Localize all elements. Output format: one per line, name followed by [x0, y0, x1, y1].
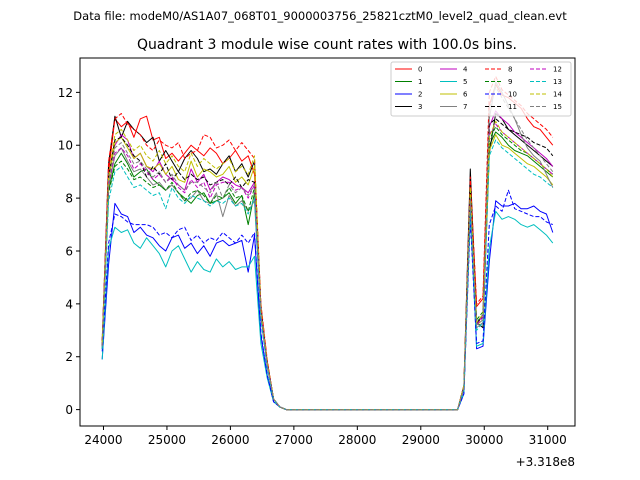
legend-label-7: 7: [463, 103, 467, 111]
legend-label-10: 10: [508, 91, 517, 99]
legend-label-11: 11: [508, 103, 517, 111]
y-tick-label: 2: [65, 350, 73, 364]
chart-title: Quadrant 3 module wise count rates with …: [137, 37, 517, 53]
y-tick-label: 0: [65, 403, 73, 417]
x-tick-label: 25000: [148, 433, 186, 447]
axes-frame: [79, 57, 576, 427]
series-line-13: [101, 139, 554, 411]
series-line-15: [101, 86, 554, 411]
legend-box: [390, 61, 572, 117]
legend-label-9: 9: [508, 78, 512, 86]
series-line-10: [101, 189, 553, 411]
x-tick-label: 28000: [338, 433, 376, 447]
legend-label-3: 3: [418, 103, 422, 111]
legend-label-2: 2: [418, 91, 422, 99]
series-line-14: [101, 120, 554, 411]
series-layer: [101, 76, 554, 411]
legend-label-0: 0: [418, 66, 422, 74]
x-offset-label: +3.318e8: [516, 455, 575, 469]
series-line-8: [101, 76, 554, 411]
legend-label-13: 13: [553, 78, 562, 86]
suptitle: Data file: modeM0/AS1A07_068T01_90000037…: [73, 9, 567, 23]
x-tick-label: 31000: [529, 433, 567, 447]
legend-label-14: 14: [553, 91, 562, 99]
y-tick-label: 4: [65, 297, 73, 311]
legend-label-8: 8: [508, 66, 512, 74]
x-tick-label: 24000: [84, 433, 122, 447]
y-tick-label: 8: [65, 192, 73, 206]
y-axis: 0 2 4 6 8 10 12: [58, 86, 80, 417]
x-tick-label: 26000: [211, 433, 249, 447]
x-tick-label: 30000: [465, 433, 503, 447]
x-tick-label: 27000: [275, 433, 313, 447]
legend-label-4: 4: [463, 66, 468, 74]
x-axis: 24000 25000 26000 27000 28000 29000 30000 31000: [84, 426, 567, 447]
y-tick-label: 6: [65, 244, 73, 258]
legend-label-12: 12: [553, 66, 562, 74]
legend-label-5: 5: [463, 78, 467, 86]
x-tick-label: 29000: [402, 433, 440, 447]
legend-label-1: 1: [418, 78, 422, 86]
legend-label-15: 15: [553, 103, 562, 111]
y-tick-label: 10: [58, 139, 73, 153]
legend-label-6: 6: [463, 91, 468, 99]
y-tick-label: 12: [58, 86, 73, 100]
